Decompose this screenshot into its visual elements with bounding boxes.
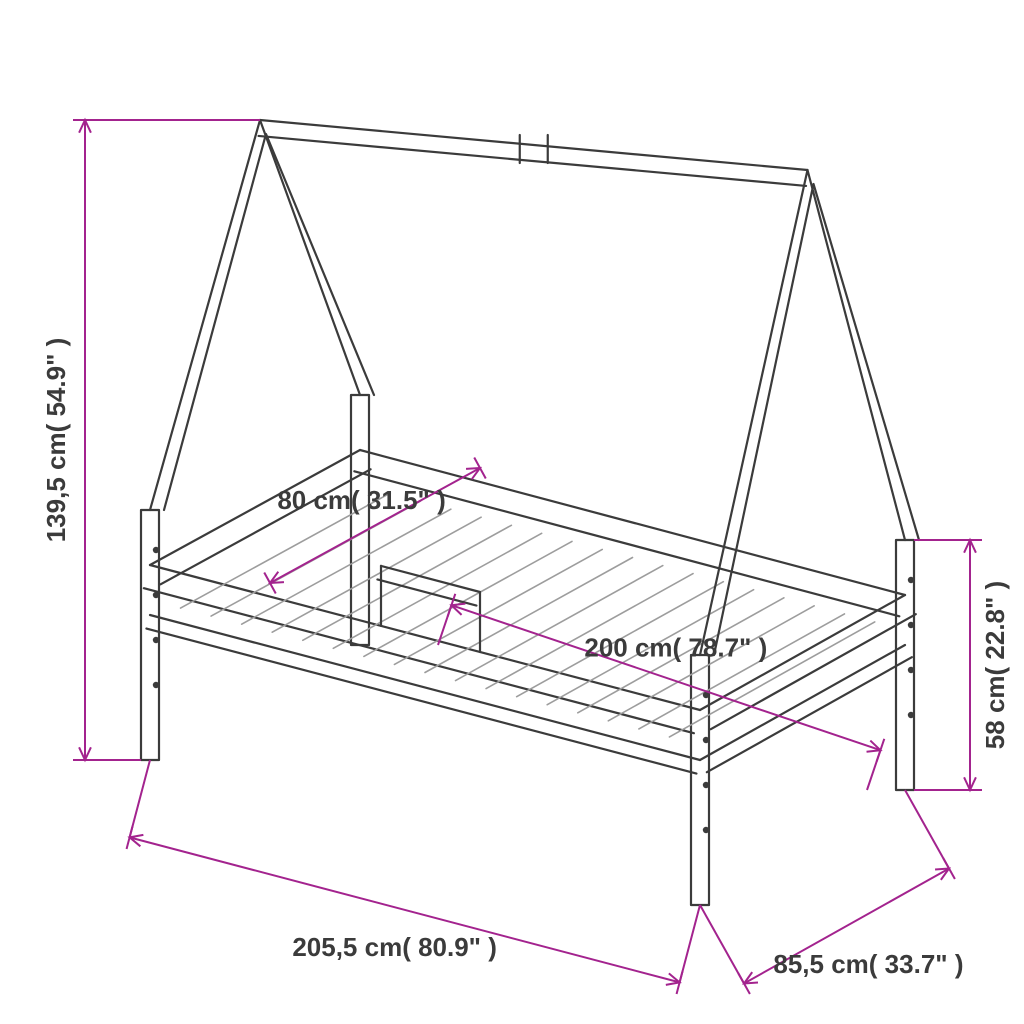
dim-label-length-inner: 200 cm( 78.7" ): [584, 633, 767, 663]
dim-label-width-outer: 85,5 cm( 33.7" ): [773, 949, 963, 979]
bed-slats: [181, 493, 875, 737]
dimension-annotations: 139,5 cm( 54.9" ) 58 cm( 22.8" ) 205,5 cm(…: [41, 120, 1010, 994]
dim-label-width-inner: 80 cm( 31.5" ): [277, 485, 445, 515]
dim-label-height-total: 139,5 cm( 54.9" ): [41, 338, 71, 543]
svg-text:58 cm( 22.8" ): 58 cm( 22.8" ): [980, 581, 1010, 749]
dim-label-height-post: 58 cm( 22.8" ): [980, 581, 1010, 749]
svg-text:139,5 cm( 54.9" ): 139,5 cm( 54.9" ): [41, 338, 71, 543]
dim-label-length-outer: 205,5 cm( 80.9" ): [292, 932, 497, 962]
bed-line-drawing: [141, 120, 919, 905]
